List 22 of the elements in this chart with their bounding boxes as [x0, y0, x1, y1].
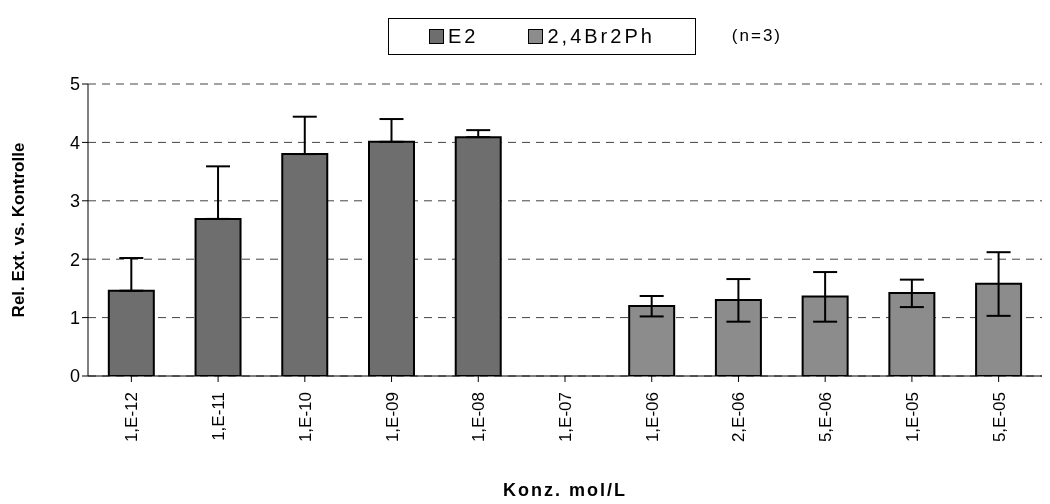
x-tick-label: 1,E-08: [469, 392, 489, 443]
y-tick-label: 0: [69, 366, 80, 387]
y-tick-label: 2: [69, 249, 80, 270]
legend-label: 2,4Br2Ph: [546, 24, 655, 48]
x-tick-label: 1,E-05: [902, 392, 922, 443]
x-tick-label: 2,E-06: [729, 392, 749, 443]
x-tick-label: 5,E-06: [816, 392, 836, 443]
y-tick-label: 4: [69, 132, 80, 153]
x-tick-label: 1,E-07: [556, 392, 575, 443]
y-tick-label: 3: [69, 191, 80, 212]
x-tick-label: 5,E-05: [989, 392, 1009, 443]
x-tick-label: 1,E-10: [295, 392, 315, 443]
y-tick-label: 5: [69, 74, 80, 95]
x-tick-label: 1,E-12: [122, 392, 142, 443]
y-tick-label: 1: [69, 307, 80, 328]
legend-label: E2: [447, 24, 479, 48]
y-axis-title: Rel. Ext. vs. Kontrolle: [9, 142, 29, 318]
x-tick-label: 1,E-06: [642, 392, 662, 443]
text: (n=3): [731, 26, 783, 46]
x-tick-label: 1,E-09: [382, 392, 402, 443]
x-tick-label: 1,E-11: [209, 392, 229, 441]
x-axis-title: Konz. mol/L: [503, 480, 627, 500]
